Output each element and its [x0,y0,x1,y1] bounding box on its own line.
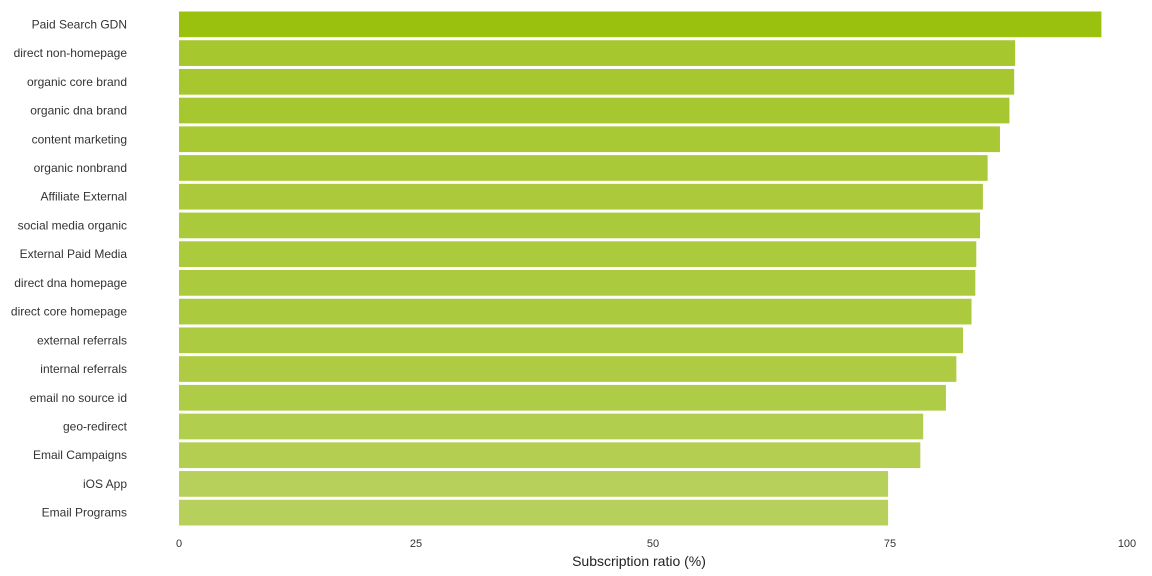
x-tick-label: 50 [647,538,659,550]
x-tick-labels: 0 25 50 75 100 [176,538,1136,550]
bar-direct-dna-homepage [179,270,976,296]
bar-organic-core-brand [179,68,1015,95]
category-label: Email Programs [42,506,127,520]
category-label: direct core homepage [11,305,127,319]
bars-group [179,11,1102,526]
category-label: social media organic [18,218,127,232]
bar-email-no-source-id [179,384,946,411]
category-label: email no source id [30,391,127,405]
category-label: organic dna brand [30,104,127,118]
category-label: direct non-homepage [14,46,128,60]
x-tick-label: 100 [1118,538,1136,550]
category-label: organic core brand [27,75,127,89]
bar-organic-dna-brand [179,97,1010,124]
category-label: internal referrals [40,362,127,376]
category-label: External Paid Media [20,247,128,261]
category-label: content marketing [32,132,127,146]
x-tick-label: 25 [410,538,422,550]
bar-organic-nonbrand [179,155,988,181]
bar-direct-core-homepage [179,298,972,325]
bar-social-media-organic [179,212,981,239]
bar-direct-non-homepage [179,40,1016,66]
bar-paid-search-gdn [179,11,1102,38]
bar-geo-redirect [179,413,924,440]
category-label: external referrals [37,333,127,347]
category-labels: Paid Search GDN direct non-homepage organi… [11,17,128,519]
bar-internal-referrals [179,356,957,382]
x-axis-title: Subscription ratio (%) [572,553,706,569]
bar-email-campaigns [179,442,921,469]
bar-ios-app [179,471,889,497]
bar-content-marketing [179,126,1000,153]
bar-external-paid-media [179,241,977,267]
bar-affiliate-external [179,183,983,210]
category-label: organic nonbrand [34,161,127,175]
category-label: Email Campaigns [33,448,127,462]
category-label: direct dna homepage [14,276,127,290]
x-tick-label: 0 [176,538,182,550]
category-label: iOS App [83,477,127,491]
x-tick-label: 75 [884,538,896,550]
category-label: geo-redirect [63,419,128,433]
category-label: Paid Search GDN [32,17,127,31]
category-label: Affiliate External [41,190,128,204]
bar-email-programs [179,499,889,526]
bar-external-referrals [179,327,963,354]
